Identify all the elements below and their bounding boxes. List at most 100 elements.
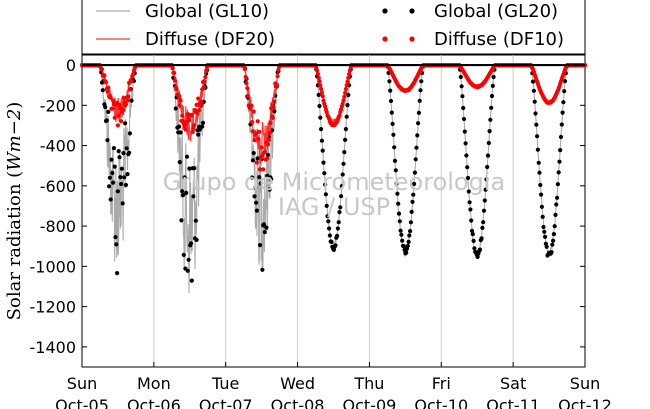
data-point — [489, 105, 494, 110]
data-point — [200, 120, 206, 125]
data-point — [461, 116, 467, 122]
data-point — [120, 108, 125, 113]
data-point — [315, 68, 320, 73]
legend-dot-gl20-a — [382, 8, 388, 14]
data-point — [408, 220, 413, 225]
data-point — [121, 95, 126, 101]
data-point — [269, 177, 274, 182]
data-point — [190, 129, 195, 135]
data-point — [338, 205, 343, 210]
data-point — [125, 98, 130, 103]
data-point — [336, 220, 341, 225]
data-point — [182, 175, 187, 180]
data-point — [394, 181, 399, 186]
data-point — [340, 101, 345, 106]
data-point — [416, 110, 421, 115]
data-point — [560, 110, 565, 115]
data-point — [188, 241, 194, 246]
data-point — [339, 107, 344, 112]
data-point — [538, 182, 543, 188]
data-point — [178, 98, 183, 103]
data-point — [99, 67, 105, 72]
y-axis-label-close: ) — [4, 102, 25, 109]
data-point — [255, 119, 260, 124]
data-point — [541, 224, 546, 230]
data-point — [485, 164, 490, 170]
data-point — [246, 94, 251, 99]
data-point — [392, 158, 398, 163]
data-point — [469, 228, 475, 233]
y-tick-label: 0 — [66, 56, 76, 75]
data-point — [265, 156, 270, 161]
data-point — [551, 232, 557, 237]
data-point — [316, 92, 321, 97]
data-point — [559, 122, 564, 127]
data-point — [562, 79, 568, 84]
data-point — [250, 158, 255, 163]
data-point — [124, 146, 129, 151]
data-point — [327, 233, 332, 238]
data-point — [180, 113, 185, 118]
data-point — [201, 84, 206, 90]
data-point — [556, 170, 561, 175]
data-point — [481, 220, 486, 225]
data-point — [337, 113, 342, 118]
data-point — [325, 214, 330, 219]
data-point — [189, 112, 194, 118]
data-point — [199, 99, 204, 104]
data-point — [490, 83, 495, 88]
data-point — [491, 74, 496, 80]
data-point — [112, 164, 117, 169]
watermark-line-1: Grupo de Micrometeorologia — [163, 168, 505, 196]
data-point — [342, 94, 347, 99]
data-point — [480, 225, 485, 230]
data-point — [320, 148, 325, 153]
data-point — [194, 237, 199, 242]
data-point — [484, 177, 489, 182]
x-tick-day: Fri — [432, 374, 451, 393]
data-point — [477, 247, 483, 252]
data-point — [265, 173, 270, 178]
data-point — [111, 180, 116, 185]
data-point — [488, 117, 493, 122]
data-point — [203, 74, 208, 80]
data-point — [341, 161, 346, 166]
data-point — [184, 154, 190, 159]
data-point — [253, 185, 258, 190]
data-point — [265, 142, 271, 147]
y-tick-label: -200 — [40, 96, 76, 115]
x-tick-day: Tue — [211, 374, 239, 393]
legend-dot-df10-a — [382, 36, 388, 42]
data-point — [412, 181, 417, 186]
data-point — [531, 88, 537, 93]
x-tick-day: Sat — [500, 374, 526, 393]
data-point — [404, 250, 409, 255]
data-point — [343, 137, 348, 142]
data-point — [117, 102, 122, 108]
data-point — [202, 79, 207, 84]
data-point — [323, 192, 328, 197]
x-tick-day: Sun — [570, 374, 600, 393]
data-point — [399, 232, 404, 237]
data-point — [555, 195, 560, 200]
data-point — [256, 136, 261, 141]
data-point — [254, 160, 259, 165]
data-point — [113, 235, 118, 240]
data-point — [176, 94, 182, 99]
data-point — [116, 113, 121, 118]
data-point — [129, 98, 134, 103]
data-point — [489, 93, 495, 99]
legend-label-df10: Diffuse (DF10) — [434, 29, 564, 50]
data-point — [194, 102, 199, 107]
data-point — [405, 243, 410, 249]
data-point — [119, 181, 124, 187]
data-point — [337, 210, 342, 215]
data-point — [324, 203, 329, 208]
x-axis-ticks: Sun Oct-05 Mon Oct-06 Tue Oct-07 Wed Oct-08 Thu O… — [55, 362, 612, 409]
data-point — [266, 137, 271, 142]
data-point — [200, 124, 205, 129]
legend-label-df20: Diffuse (DF20) — [145, 29, 275, 50]
data-point — [100, 88, 105, 93]
data-point — [251, 150, 256, 156]
